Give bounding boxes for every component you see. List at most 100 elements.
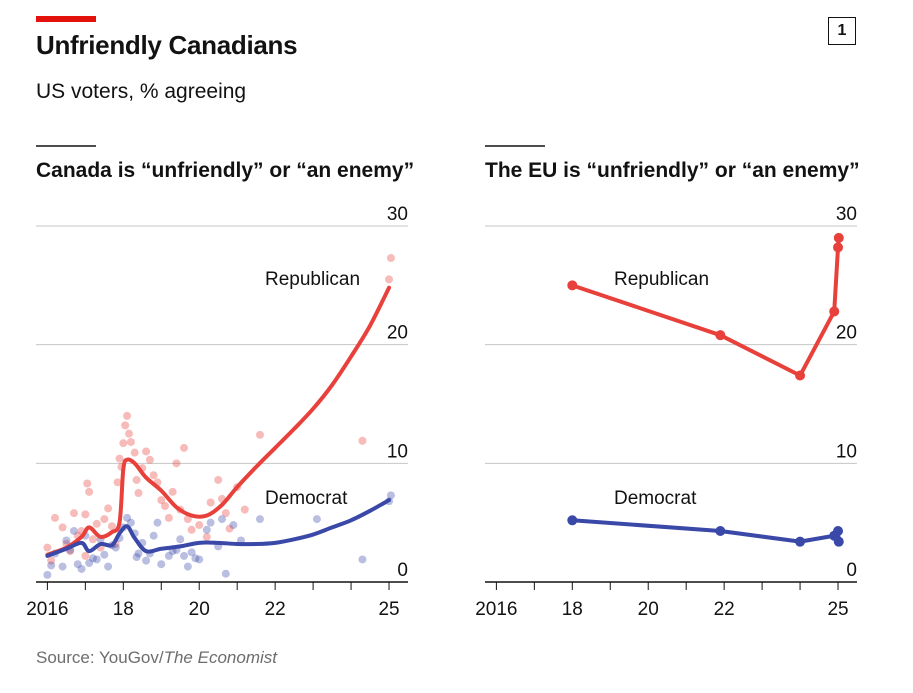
democrat-poll-point	[255, 515, 264, 524]
republican-poll-point	[83, 479, 92, 488]
republican-poll-point	[69, 509, 78, 518]
republican-poll-point	[107, 522, 116, 531]
democrat-poll-point	[123, 513, 132, 522]
republican-poll-point	[130, 448, 139, 457]
y-tick-label: 0	[397, 560, 408, 581]
x-tick-label: 20	[189, 599, 210, 620]
democrat-trend-line	[45, 498, 392, 558]
democrat-poll-point	[191, 554, 200, 563]
republican-poll-point	[125, 429, 133, 438]
source-publication: The Economist	[163, 648, 277, 667]
chart-number-badge: 1	[828, 17, 856, 45]
democrat-data-point	[795, 536, 806, 547]
democrat-data-point	[833, 525, 844, 536]
republican-poll-point	[214, 475, 223, 484]
democrat-poll-point	[229, 521, 238, 530]
panel-title-eu: The EU is “unfriendly” or “an enemy”	[485, 159, 860, 182]
republican-poll-point	[161, 502, 170, 511]
x-tick-label: 20	[638, 599, 659, 620]
democrat-poll-point	[62, 536, 71, 545]
republican-poll-point	[221, 509, 230, 518]
series-label-democrat: Democrat	[614, 488, 697, 509]
democrat-poll-point	[221, 569, 230, 578]
republican-poll-point	[134, 489, 143, 497]
democrat-poll-point	[132, 553, 141, 562]
y-tick-label: 20	[387, 323, 408, 344]
y-tick-label: 10	[387, 441, 408, 462]
republican-poll-point	[202, 532, 211, 541]
republican-poll-point	[255, 430, 264, 439]
republican-data-point	[833, 232, 844, 243]
democrat-poll-point	[73, 560, 82, 569]
republican-poll-point	[50, 513, 59, 522]
democrat-poll-point	[153, 518, 162, 527]
republican-poll-point	[85, 487, 94, 496]
republican-poll-point	[386, 254, 395, 263]
republican-trend-line	[45, 285, 392, 557]
series-label-republican: Republican	[265, 269, 360, 290]
axis-ticks: 0 10 20 30 2016 18 20 22 25	[26, 204, 408, 620]
panel-title-canada: Canada is “unfriendly” or “an enemy”	[36, 159, 414, 182]
x-tick-label: 22	[265, 599, 286, 620]
republican-poll-point	[126, 437, 135, 446]
x-tick-label: 25	[827, 599, 848, 620]
democrat-poll-point	[187, 548, 196, 557]
republican-data-point	[833, 242, 844, 253]
democrat-poll-point	[77, 564, 86, 573]
x-tick-label: 22	[714, 599, 735, 620]
republican-poll-point	[113, 478, 122, 487]
republican-data-point	[567, 280, 578, 291]
democrat-poll-point	[43, 570, 52, 579]
republican-poll-point	[358, 436, 367, 445]
x-tick-label: 25	[378, 599, 399, 620]
republican-poll-point	[142, 447, 151, 456]
republican-poll-point	[180, 443, 189, 452]
democrat-poll-point	[142, 556, 151, 565]
republican-poll-point	[206, 498, 215, 507]
y-tick-label: 10	[836, 441, 857, 462]
democrat-data-point	[833, 536, 844, 547]
democrat-poll-point	[157, 560, 166, 569]
republican-poll-point	[385, 275, 394, 284]
democrat-poll-point	[202, 525, 211, 534]
republican-poll-point	[132, 475, 141, 484]
democrat-poll-point	[176, 535, 185, 544]
democrat-poll-point	[85, 559, 94, 568]
gridlines	[36, 225, 408, 583]
republican-poll-point	[157, 496, 166, 505]
republican-poll-point	[104, 504, 113, 513]
accent-bar	[36, 16, 96, 22]
democrat-poll-point	[100, 550, 109, 559]
x-tick-label: 2016	[475, 599, 517, 620]
x-tick-label: 18	[562, 599, 583, 620]
series-label-republican: Republican	[614, 269, 709, 290]
democrat-data-point	[567, 515, 578, 526]
republican-poll-point	[121, 421, 130, 430]
republican-data-point	[829, 306, 840, 317]
republican-poll-point	[183, 515, 192, 524]
republican-data-point	[715, 330, 726, 341]
democrat-poll-point	[183, 562, 192, 571]
democrat-poll-point	[134, 549, 143, 558]
republican-poll-point	[81, 551, 90, 560]
republican-poll-point	[92, 519, 101, 528]
data-marks	[567, 232, 844, 547]
y-tick-label: 0	[846, 560, 857, 581]
democrat-poll-point	[386, 491, 395, 500]
republican-poll-point	[168, 487, 177, 496]
panel-canada: Canada is “unfriendly” or “an enemy” 0 10…	[26, 145, 414, 620]
democrat-poll-point	[164, 551, 173, 560]
republican-poll-point	[81, 510, 90, 519]
charts-canvas: Canada is “unfriendly” or “an enemy” 0 10…	[26, 145, 860, 620]
democrat-poll-point	[312, 515, 321, 524]
democrat-poll-point	[218, 515, 226, 524]
republican-poll-point	[100, 515, 109, 524]
chart-subtitle: US voters, % agreeing	[36, 80, 247, 103]
republican-poll-point	[225, 524, 234, 533]
republican-data-point	[795, 370, 806, 381]
source-note: Source: YouGov/The Economist	[36, 648, 277, 668]
republican-poll-point	[149, 471, 158, 480]
republican-poll-point	[47, 556, 56, 565]
republican-poll-point	[43, 543, 52, 552]
source-prefix: Source: YouGov/	[36, 648, 164, 667]
